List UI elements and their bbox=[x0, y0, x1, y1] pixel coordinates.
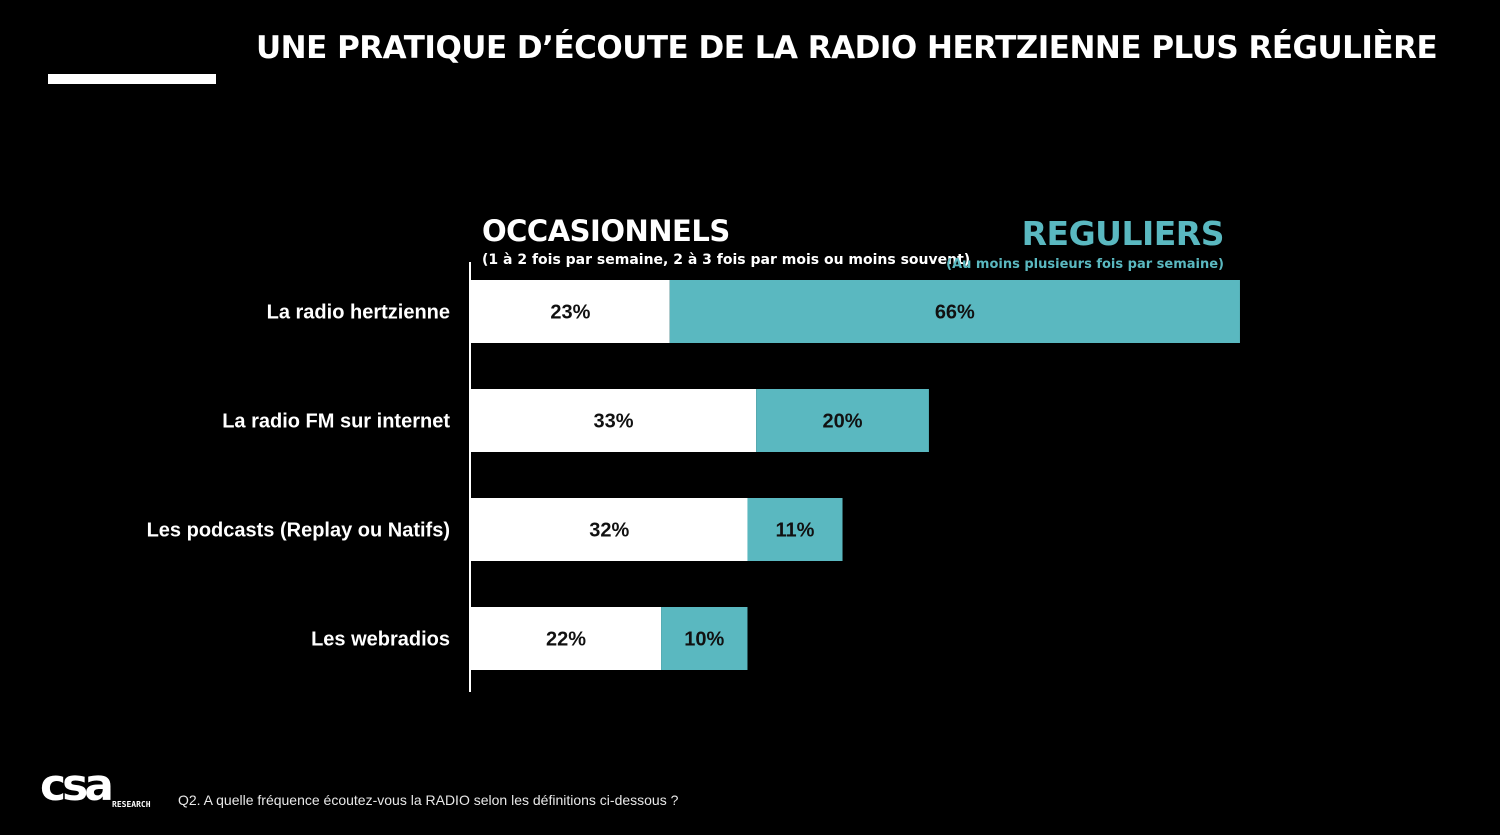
logo-subtext: RESEARCH bbox=[112, 800, 151, 809]
page-title: UNE PRATIQUE D’ÉCOUTE DE LA RADIO HERTZI… bbox=[256, 30, 1438, 66]
data-label-regular: 20% bbox=[823, 411, 863, 433]
data-label-occasional: 22% bbox=[546, 629, 586, 651]
legend-occasional-sub: (1 à 2 fois par semaine, 2 à 3 fois par … bbox=[482, 252, 971, 268]
category-label: Les webradios bbox=[311, 629, 450, 651]
data-label-regular: 11% bbox=[776, 520, 815, 542]
bar-occasional bbox=[471, 280, 670, 343]
footnote-question: Q2. A quelle fréquence écoutez-vous la R… bbox=[178, 792, 679, 808]
legend-regular-sub: (Au moins plusieurs fois par semaine) bbox=[946, 257, 1224, 272]
data-label-occasional: 33% bbox=[594, 411, 634, 433]
bar-occasional bbox=[471, 607, 662, 670]
legend-occasional-label: OCCASIONNELS bbox=[482, 214, 730, 248]
bar-occasional bbox=[471, 498, 748, 561]
data-label-occasional: 23% bbox=[550, 302, 590, 324]
data-label-regular: 10% bbox=[684, 629, 724, 651]
bar-regular bbox=[669, 280, 1240, 343]
data-label-regular: 66% bbox=[935, 302, 975, 324]
category-label: La radio FM sur internet bbox=[222, 411, 450, 433]
data-label-occasional: 32% bbox=[589, 520, 629, 542]
bar-regular bbox=[756, 389, 929, 452]
legend-regular-label: REGULIERS bbox=[1021, 214, 1225, 253]
logo-text: csa bbox=[40, 760, 114, 811]
csa-logo: csa RESEARCH bbox=[40, 764, 160, 816]
title-underline bbox=[48, 74, 216, 84]
category-label: Les podcasts (Replay ou Natifs) bbox=[147, 520, 450, 542]
category-label: La radio hertzienne bbox=[267, 302, 450, 324]
bar-regular bbox=[747, 498, 843, 561]
bar-occasional bbox=[471, 389, 757, 452]
bar-regular bbox=[661, 607, 748, 670]
